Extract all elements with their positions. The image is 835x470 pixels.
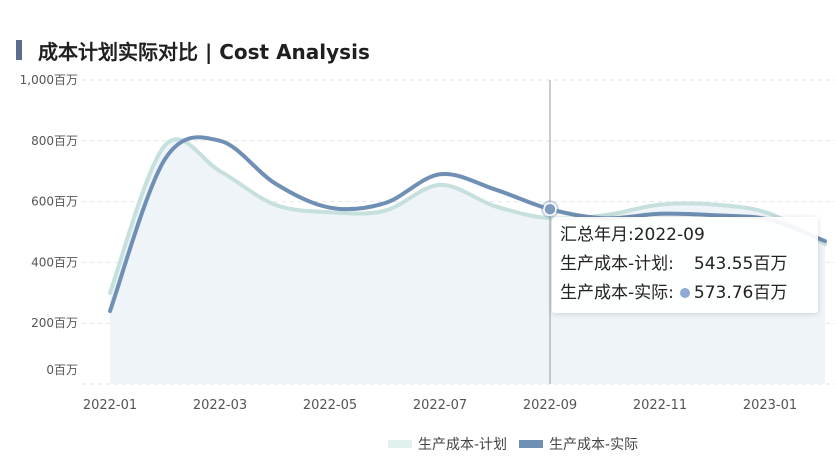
series-lines [108, 135, 827, 314]
chart-title: 成本计划实际对比 | Cost Analysis [38, 39, 370, 64]
area-fill-plan [110, 139, 825, 384]
tooltip-label-actual: 生产成本-实际: [560, 283, 674, 303]
x-tick-label: 2022-03 [193, 398, 247, 413]
y-tick-label: 0百万 [46, 363, 78, 377]
x-tick-label: 2022-09 [523, 398, 577, 413]
tooltip-row-actual: 生产成本-实际: 573.76百万 [560, 279, 810, 308]
y-tick-label: 600百万 [31, 195, 78, 209]
y-tick-label: 800百万 [31, 134, 78, 148]
chart-legend: 生产成本-计划 生产成本-实际 [388, 434, 650, 454]
tooltip-title: 汇总年月:2022-09 [560, 225, 705, 245]
chart-tooltip: 汇总年月:2022-09 生产成本-计划: 543.55百万 生产成本-实际: 57… [552, 217, 818, 313]
series-line-actual[interactable] [108, 135, 827, 314]
x-tick-label: 2022-01 [83, 398, 137, 413]
legend-item-actual[interactable]: 生产成本-实际 [519, 434, 638, 454]
x-tick-label: 2022-11 [633, 398, 687, 413]
tooltip-value-plan: 543.55百万 [693, 254, 788, 274]
hover-cursor [541, 80, 559, 384]
legend-swatch-plan [388, 440, 412, 448]
x-axis-ticks: 2022-01 2022-03 2022-05 2022-07 2022-09 2022-… [83, 398, 797, 413]
tooltip-label-plan: 生产成本-计划: [560, 254, 674, 274]
y-tick-label: 1,000百万 [20, 73, 78, 87]
legend-label-actual: 生产成本-实际 [549, 437, 639, 453]
tooltip-row-plan: 生产成本-计划: 543.55百万 [560, 250, 810, 279]
x-tick-label: 2022-07 [413, 398, 467, 413]
title-marker [16, 40, 22, 60]
legend-label-plan: 生产成本-计划 [418, 437, 508, 453]
y-tick-label: 200百万 [31, 316, 78, 330]
cursor-point[interactable] [543, 202, 557, 216]
plan-area [110, 139, 825, 384]
y-axis-ticks: 0百万 200百万 400百万 600百万 800百万 1,000百万 [20, 73, 78, 377]
y-tick-label: 400百万 [31, 255, 78, 269]
legend-swatch-actual [519, 440, 544, 448]
tooltip-dot-icon [679, 288, 690, 298]
x-tick-label: 2022-05 [303, 398, 357, 413]
x-tick-label: 2023-01 [743, 398, 797, 413]
series-line-plan[interactable] [108, 137, 827, 295]
legend-item-plan[interactable]: 生产成本-计划 [388, 434, 507, 454]
chart-title-bar: 成本计划实际对比 | Cost Analysis [16, 36, 370, 64]
tooltip-value-actual: 573.76百万 [693, 283, 788, 303]
